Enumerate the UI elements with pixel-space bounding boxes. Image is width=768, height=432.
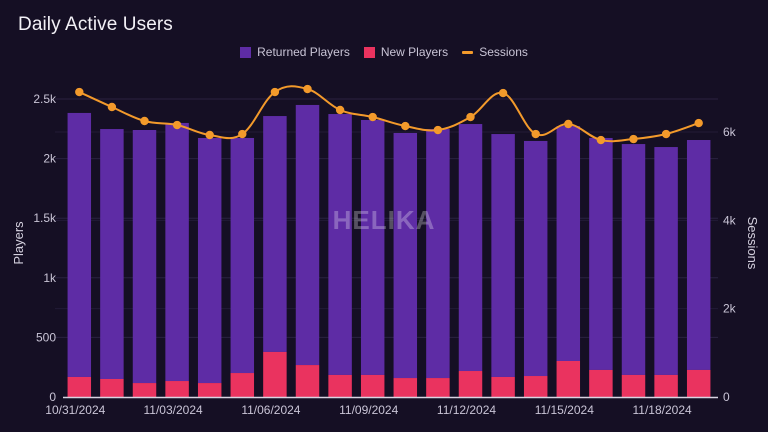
bar-returned-players (197, 137, 222, 384)
sessions-point (172, 120, 182, 130)
legend-item-sessions[interactable]: Sessions (462, 45, 528, 59)
sessions-point (564, 119, 573, 129)
y-tick-label: 2.5k (33, 92, 57, 106)
legend: Returned Players New Players Sessions (0, 45, 768, 59)
bar-returned-players (165, 122, 189, 382)
y-tick-label: 2k (43, 152, 57, 166)
bar-returned-players (393, 132, 418, 379)
y-axis-title: Players (11, 221, 26, 265)
x-axis-ticks: 10/31/2024 11/03/2024 11/06/2024 11/09/2024… (45, 403, 692, 417)
bar-new-players (523, 376, 548, 397)
sessions-point (498, 88, 508, 98)
sessions-point (335, 105, 345, 115)
sessions-point (303, 84, 312, 94)
bar-new-players (263, 351, 287, 397)
bar-new-players (132, 383, 157, 397)
bar-new-players (426, 378, 450, 397)
bar-new-players (100, 379, 124, 397)
bar-returned-players (426, 129, 450, 379)
bar-new-players (621, 374, 646, 397)
x-tick-label: 11/12/2024 (437, 403, 496, 417)
bar-new-players (360, 374, 385, 397)
x-tick-label: 11/15/2024 (535, 403, 594, 417)
x-tick-label: 10/31/2024 (45, 403, 105, 417)
bars (67, 104, 711, 397)
bar-returned-players (360, 119, 385, 375)
bar-new-players (328, 374, 352, 397)
bar-returned-players (458, 124, 483, 372)
bar-returned-players (654, 147, 678, 375)
sessions-point (107, 102, 117, 112)
bar-new-players (393, 378, 418, 397)
bar-new-players (67, 376, 92, 397)
y2-tick-label: 4k (723, 213, 737, 227)
bar-returned-players (686, 140, 711, 370)
legend-label-sessions: Sessions (479, 45, 528, 59)
legend-swatch-new-players (363, 46, 375, 58)
sessions-point (238, 129, 247, 139)
bar-new-players (654, 374, 678, 397)
bar-returned-players (589, 137, 613, 370)
bar-new-players (491, 376, 515, 397)
y2-tick-label: 0 (723, 390, 730, 404)
bar-new-players (165, 381, 189, 397)
sessions-point (629, 134, 638, 144)
bar-returned-players (263, 116, 287, 352)
sessions-point (368, 112, 377, 122)
bar-returned-players (230, 137, 255, 374)
sessions-point (75, 87, 84, 97)
sessions-point (466, 112, 475, 122)
y-tick-label: 1k (43, 271, 57, 285)
bar-new-players (458, 371, 483, 397)
sessions-point (596, 135, 606, 145)
x-tick-label: 11/03/2024 (144, 403, 203, 417)
x-tick-label: 11/09/2024 (339, 403, 398, 417)
sessions-line-group (75, 84, 703, 145)
sessions-point (140, 116, 149, 126)
sessions-point (433, 125, 443, 135)
y-tick-label: 1.5k (33, 211, 57, 225)
y2-axis-title: Sessions (745, 217, 760, 270)
bar-new-players (295, 365, 320, 397)
bar-returned-players (67, 112, 92, 377)
sessions-point (661, 129, 671, 139)
x-tick-label: 11/18/2024 (633, 403, 692, 417)
sessions-point (270, 87, 280, 97)
x-tick-label: 11/06/2024 (241, 403, 300, 417)
sessions-point (205, 130, 214, 140)
sessions-point (694, 118, 703, 128)
watermark: HELIKA (333, 205, 436, 235)
bar-returned-players (491, 134, 515, 377)
bar-new-players (589, 369, 613, 397)
bar-returned-players (132, 129, 157, 384)
bar-new-players (230, 373, 255, 397)
legend-label-new-players: New Players (380, 45, 449, 59)
y2-tick-label: 2k (723, 302, 737, 316)
bar-new-players (556, 361, 581, 397)
y-tick-label: 0 (49, 390, 56, 404)
bar-returned-players (100, 129, 124, 380)
y2-axis-ticks: 0 2k 4k 6k (723, 125, 737, 404)
bar-returned-players (328, 114, 352, 375)
legend-swatch-sessions (462, 50, 474, 54)
sessions-point (531, 129, 540, 139)
bar-returned-players (621, 144, 646, 375)
y-axis-ticks: 0 500 1k 1.5k 2k 2.5k (33, 92, 57, 404)
legend-item-new-players[interactable]: New Players (363, 45, 449, 59)
bar-new-players (197, 383, 222, 397)
y-tick-label: 500 (36, 330, 56, 344)
legend-swatch-returned-players (240, 46, 252, 58)
sessions-point (401, 121, 410, 131)
bar-new-players (686, 369, 711, 397)
bar-returned-players (295, 104, 320, 366)
bar-returned-players (523, 140, 548, 377)
y2-tick-label: 6k (723, 125, 737, 139)
legend-label-returned-players: Returned Players (257, 45, 350, 59)
bar-returned-players (556, 126, 581, 362)
chart-title: Daily Active Users (18, 14, 173, 35)
legend-item-returned-players[interactable]: Returned Players (240, 45, 350, 59)
